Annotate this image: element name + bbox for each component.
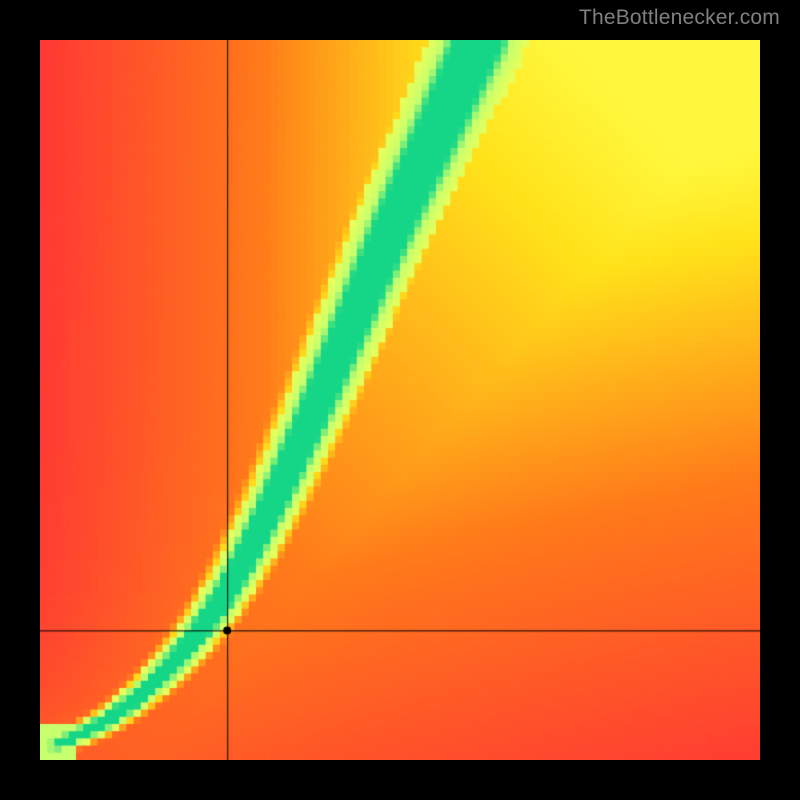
- chart-container: TheBottlenecker.com: [0, 0, 800, 800]
- watermark-text: TheBottlenecker.com: [579, 6, 780, 30]
- heatmap-canvas: [40, 40, 760, 760]
